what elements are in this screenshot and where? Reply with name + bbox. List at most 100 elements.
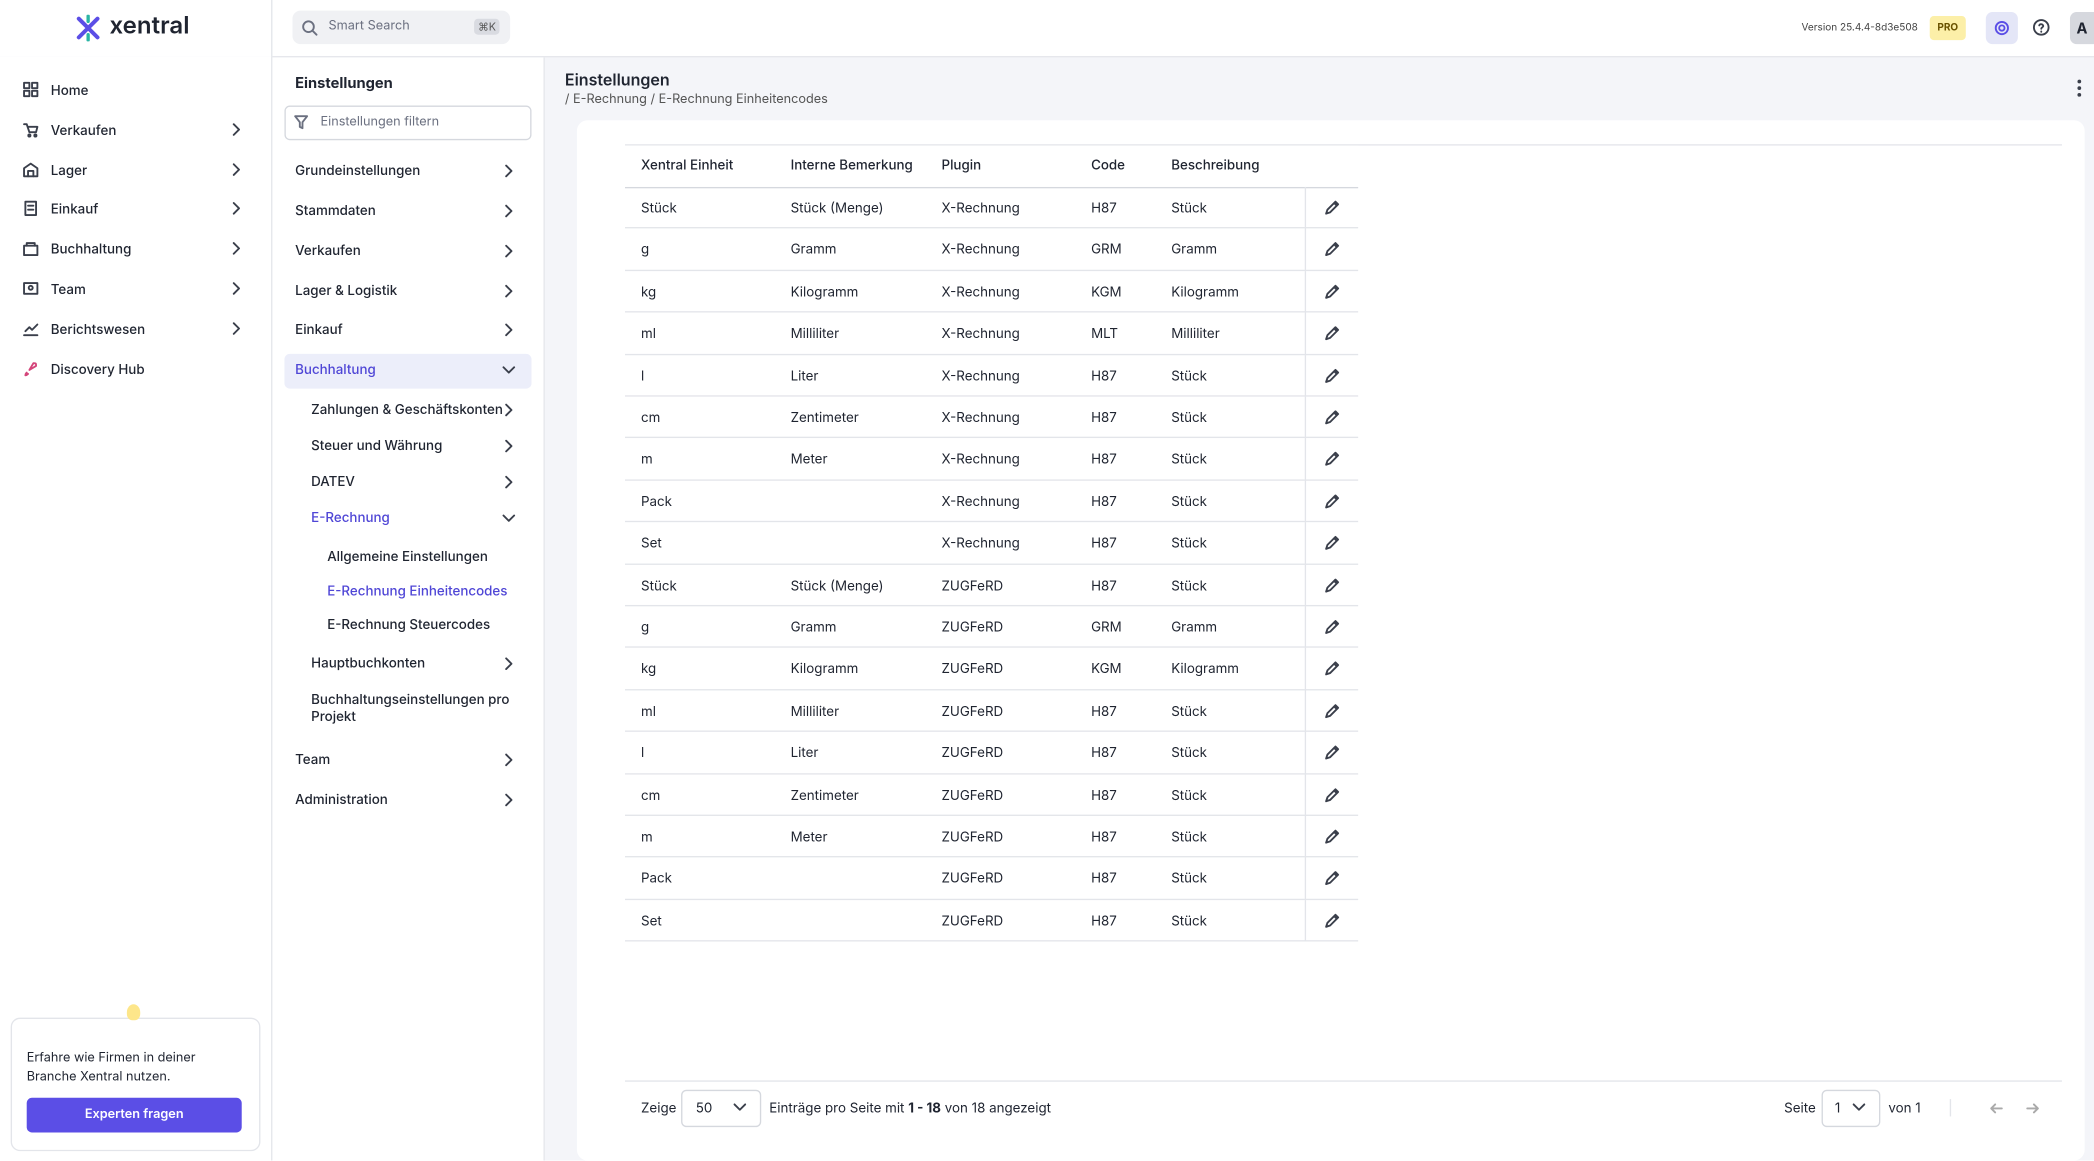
edit-button[interactable] [1323, 745, 1340, 761]
table-cell: H87 [1091, 368, 1117, 385]
row-divider [1304, 396, 1307, 439]
row-divider [1304, 648, 1307, 691]
table-cell: Stück [1171, 745, 1208, 762]
table-cell: Gramm [1171, 242, 1218, 259]
column-header: Beschreibung [1171, 157, 1260, 174]
table-cell: Kilogramm [790, 284, 859, 301]
edit-button[interactable] [1323, 620, 1340, 636]
edit-button[interactable] [1323, 787, 1340, 803]
nav-chevron [232, 202, 240, 216]
help-icon[interactable] [2032, 19, 2050, 36]
settings-item[interactable]: Team [295, 751, 331, 768]
version: Version 25.4.4-8d3e508 [1801, 21, 1918, 34]
settings-item[interactable]: DATEV [311, 474, 355, 491]
page-size-select[interactable] [681, 1089, 762, 1128]
table-cell: Stück [1171, 913, 1208, 930]
table-cell: KGM [1091, 284, 1122, 301]
edit-button[interactable] [1323, 661, 1340, 678]
select-chevron [1852, 1103, 1866, 1111]
nav-item[interactable]: Verkaufen [50, 122, 117, 139]
settings-item[interactable]: Allgemeine Einstellungen [327, 548, 488, 565]
table-cell: X-Rechnung [941, 409, 1020, 427]
avatar[interactable]: A [2069, 12, 2094, 45]
table-row [624, 900, 1359, 942]
settings-item[interactable]: Administration [295, 791, 388, 808]
table-cell: l [641, 368, 645, 385]
row-divider [1304, 522, 1307, 565]
table-cell: Gramm [790, 242, 837, 259]
table-cell: Liter [790, 368, 819, 385]
settings-item[interactable]: E-Rechnung Einheitencodes [327, 583, 508, 600]
table-cell: Stück [1171, 409, 1208, 427]
settings-chevron [505, 323, 513, 337]
page-size: 50 [695, 1100, 713, 1117]
more-menu[interactable] [2073, 79, 2086, 98]
table-cell: H87 [1091, 409, 1117, 427]
edit-button[interactable] [1323, 829, 1340, 845]
nav-item[interactable]: Einkauf [50, 202, 99, 219]
nav-item[interactable]: Lager [50, 162, 88, 179]
search-box[interactable] [292, 10, 511, 45]
edit-button[interactable] [1323, 871, 1340, 887]
settings-item[interactable]: Buchhaltung [295, 361, 376, 378]
edit-button[interactable] [1323, 703, 1340, 720]
edit-button[interactable] [1323, 494, 1340, 510]
settings-item[interactable]: Stammdaten [295, 202, 376, 220]
settings-item[interactable]: Zahlungen & Geschäftskonten [311, 401, 503, 418]
table-cell: ZUGFeRD [941, 619, 1004, 636]
prev-page[interactable] [1988, 1100, 2004, 1116]
row-divider [1304, 857, 1307, 900]
edit-button[interactable] [1323, 578, 1340, 594]
column-header: Xentral Einheit [641, 157, 734, 174]
table-cell: Liter [790, 745, 819, 762]
table-cell: Stück [641, 200, 677, 217]
edit-button[interactable] [1323, 284, 1340, 300]
edit-button[interactable] [1323, 200, 1340, 216]
settings-chevron [505, 244, 513, 258]
table-cell: l [641, 745, 645, 762]
nav-chevron [232, 162, 240, 176]
table-cell: Meter [790, 829, 828, 846]
nav-item[interactable]: Discovery Hub [50, 361, 145, 378]
edit-button[interactable] [1323, 242, 1340, 258]
table-cell: X-Rechnung [941, 326, 1020, 343]
next-page[interactable] [2025, 1100, 2041, 1116]
page-select[interactable] [1821, 1089, 1881, 1128]
settings-item[interactable]: Buchhaltungseinstellungen pro Projekt [311, 691, 510, 726]
nav-item[interactable]: Berichtswesen [50, 321, 146, 338]
table-cell: H87 [1091, 787, 1117, 804]
table-cell: cm [641, 787, 661, 804]
edit-button[interactable] [1323, 452, 1340, 468]
row-divider [1304, 270, 1307, 313]
table-cell: g [641, 242, 650, 259]
promo-button[interactable]: Experten fragen [26, 1097, 242, 1133]
settings-item[interactable]: Hauptbuchkonten [311, 655, 426, 672]
edit-button[interactable] [1323, 368, 1340, 384]
nav-item[interactable]: Home [50, 82, 89, 99]
settings-item[interactable]: Grundeinstellungen [295, 162, 421, 179]
search-shortcut: ⌘K [474, 18, 500, 35]
settings-button[interactable] [1985, 12, 2018, 45]
nav-icon [23, 122, 39, 138]
settings-item[interactable]: Verkaufen [295, 243, 361, 260]
edit-button[interactable] [1323, 913, 1340, 929]
table-cell: Stück [641, 577, 677, 594]
edit-button[interactable] [1323, 536, 1340, 552]
edit-button[interactable] [1323, 410, 1340, 426]
settings-item[interactable]: Einkauf [295, 321, 343, 338]
settings-panel [272, 57, 545, 1161]
settings-item[interactable]: Lager & Logistik [295, 283, 398, 300]
filter-placeholder: Einstellungen filtern [320, 114, 440, 130]
settings-item[interactable]: E-Rechnung [311, 510, 390, 527]
row-divider [1304, 186, 1307, 229]
nav-item[interactable]: Team [50, 281, 86, 298]
settings-item[interactable]: Steuer und Währung [311, 438, 443, 455]
settings-chevron [505, 439, 513, 453]
row-divider [1304, 732, 1307, 775]
settings-chevron [502, 514, 516, 522]
settings-item[interactable]: E-Rechnung Steuercodes [327, 616, 491, 634]
nav-item[interactable]: Buchhaltung [50, 241, 132, 258]
table-row [624, 774, 1359, 816]
edit-button[interactable] [1323, 326, 1340, 342]
filter-input[interactable] [284, 105, 532, 141]
